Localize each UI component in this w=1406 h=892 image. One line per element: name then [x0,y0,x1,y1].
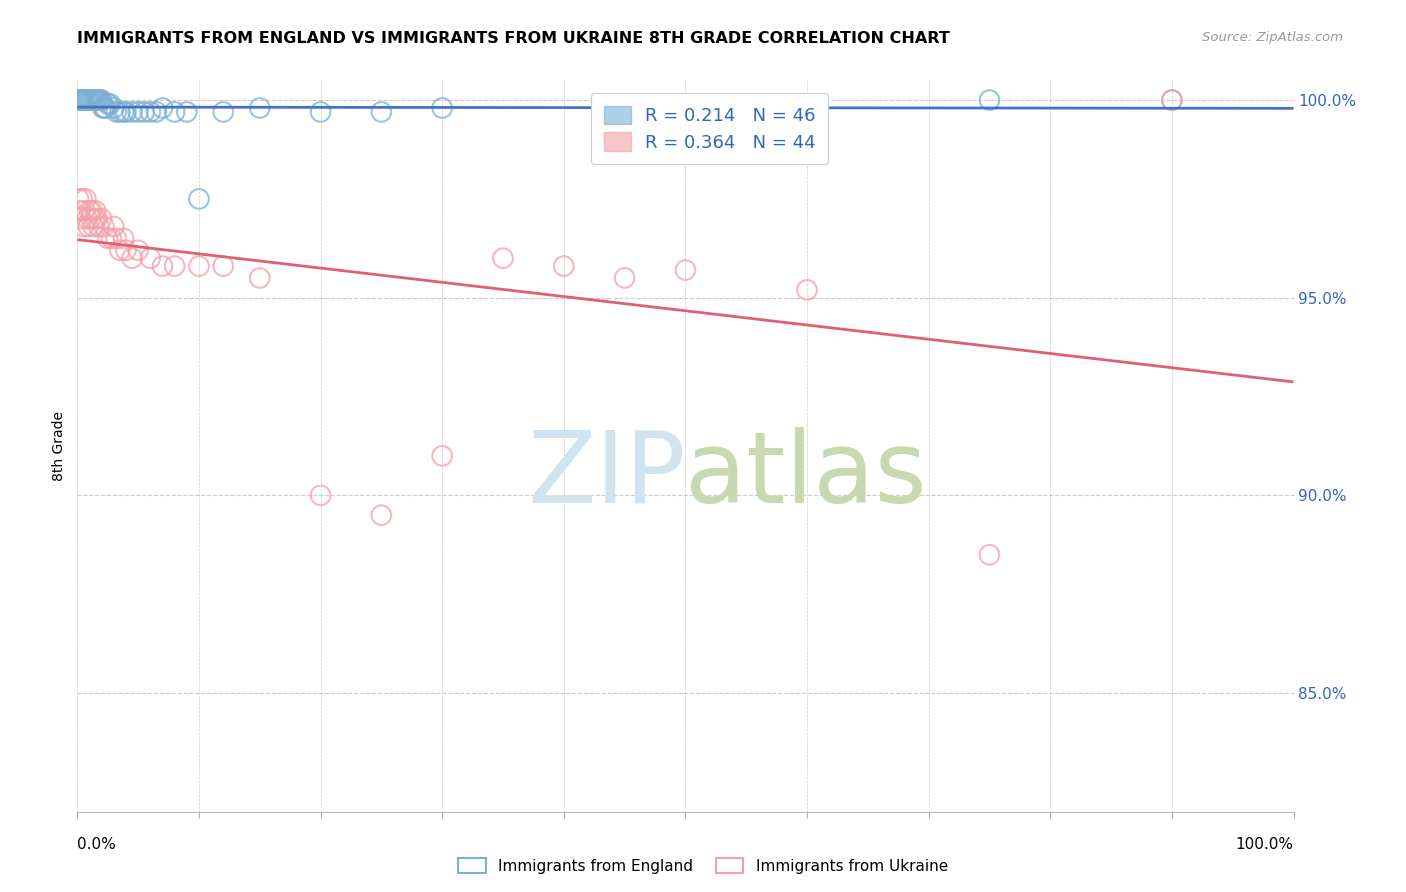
Point [77,219,100,234]
Point [553,259,575,273]
Point [1161,93,1184,107]
Point [84,203,107,218]
Y-axis label: 8th Grade: 8th Grade [52,411,66,481]
Point [249,101,271,115]
Point [163,259,186,273]
Point [97,97,120,112]
Point [370,104,392,119]
Point [83,93,105,107]
Point [98,97,121,112]
Point [80,93,103,107]
Point [1161,93,1184,107]
Point [82,93,104,107]
Point [76,93,98,107]
Point [163,104,186,119]
Point [212,259,235,273]
Point [613,271,636,285]
Point [69,203,91,218]
Point [675,263,697,277]
Point [108,104,131,119]
Point [69,93,91,107]
Point [70,93,93,107]
Point [127,104,149,119]
Point [139,104,162,119]
Point [97,231,120,245]
Point [100,231,122,245]
Point [76,211,98,226]
Point [87,93,110,107]
Point [89,93,111,107]
Text: 100.0%: 100.0% [1236,838,1294,853]
Point [94,101,117,115]
Text: IMMIGRANTS FROM ENGLAND VS IMMIGRANTS FROM UKRAINE 8TH GRADE CORRELATION CHART: IMMIGRANTS FROM ENGLAND VS IMMIGRANTS FR… [77,31,950,46]
Text: ZIP: ZIP [527,426,686,524]
Point [80,203,103,218]
Point [115,104,138,119]
Point [105,231,128,245]
Point [309,104,332,119]
Point [70,93,93,107]
Point [67,93,90,107]
Point [212,104,235,119]
Legend: R = 0.214   N = 46, R = 0.364   N = 44: R = 0.214 N = 46, R = 0.364 N = 44 [591,93,828,164]
Point [188,192,211,206]
Point [115,244,138,258]
Point [90,93,112,107]
Point [249,271,271,285]
Point [84,93,107,107]
Point [73,93,96,107]
Point [103,219,125,234]
Point [77,93,100,107]
Point [979,548,1001,562]
Point [89,219,111,234]
Point [75,93,97,107]
Point [93,219,115,234]
Point [105,104,128,119]
Point [188,259,211,273]
Point [134,104,156,119]
Point [86,211,108,226]
Point [86,93,108,107]
Point [121,104,143,119]
Point [430,449,453,463]
Point [430,101,453,115]
Point [127,244,149,258]
Point [108,244,131,258]
Point [82,219,104,234]
Point [139,251,162,265]
Point [80,93,103,107]
Point [370,508,392,523]
Point [145,104,167,119]
Point [72,219,94,234]
Point [112,231,135,245]
Text: Source: ZipAtlas.com: Source: ZipAtlas.com [1202,31,1343,45]
Point [75,192,97,206]
Point [90,211,112,226]
Point [979,93,1001,107]
Point [72,93,94,107]
Point [796,283,818,297]
Point [73,203,96,218]
Point [112,104,135,119]
Point [152,259,174,273]
Point [176,104,198,119]
Point [79,93,101,107]
Point [492,251,515,265]
Point [309,488,332,502]
Point [70,211,93,226]
Point [91,101,114,115]
Point [70,192,93,206]
Point [79,203,101,218]
Legend: Immigrants from England, Immigrants from Ukraine: Immigrants from England, Immigrants from… [453,852,953,880]
Point [121,251,143,265]
Point [89,93,111,107]
Point [152,101,174,115]
Point [80,211,103,226]
Point [67,192,90,206]
Text: 0.0%: 0.0% [77,838,117,853]
Text: atlas: atlas [686,426,927,524]
Point [103,101,125,115]
Point [83,211,105,226]
Point [93,101,115,115]
